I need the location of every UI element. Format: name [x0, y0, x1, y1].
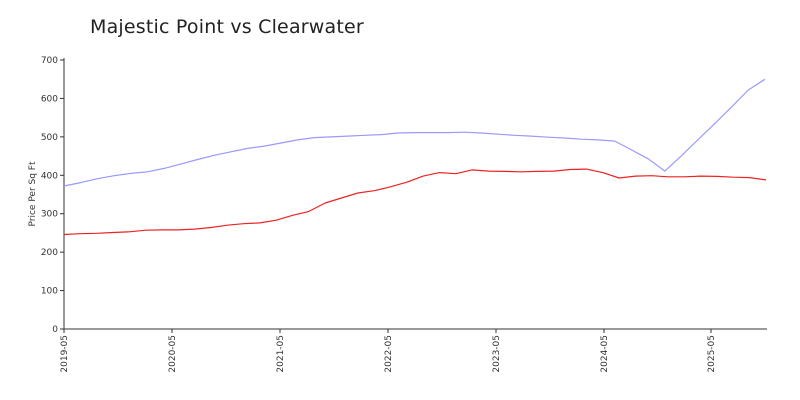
y-tick-label: 0: [52, 325, 58, 335]
x-tick-label: 2025-05: [707, 335, 717, 373]
y-tick-label: 100: [41, 287, 58, 297]
y-tick-label: 600: [41, 94, 58, 104]
y-axis: 0 100 200 300 400 500 600 700: [41, 56, 65, 335]
y-tick-label: 500: [41, 133, 58, 143]
x-tick-label: 2022-05: [384, 335, 394, 373]
x-tick-label: 2020-05: [168, 335, 178, 373]
y-tick-label: 400: [41, 171, 58, 181]
chart-title: Majestic Point vs Clearwater: [90, 16, 364, 38]
x-axis: 2019-05 2020-05 2021-05 2022-05 2023-05 2024-…: [60, 328, 767, 373]
series-line-2: [63, 168, 767, 236]
y-tick-label: 300: [41, 210, 58, 220]
y-tick-label: 700: [41, 56, 58, 66]
x-tick-label: 2019-05: [60, 335, 70, 373]
series-line-1: [63, 78, 766, 187]
x-tick-label: 2024-05: [600, 335, 610, 373]
x-tick-label: 2021-05: [276, 335, 286, 373]
x-tick-label: 2023-05: [492, 335, 502, 373]
series-layer: [63, 78, 767, 236]
y-axis-title: Price Per Sq Ft: [28, 161, 38, 226]
y-tick-label: 200: [41, 248, 58, 258]
